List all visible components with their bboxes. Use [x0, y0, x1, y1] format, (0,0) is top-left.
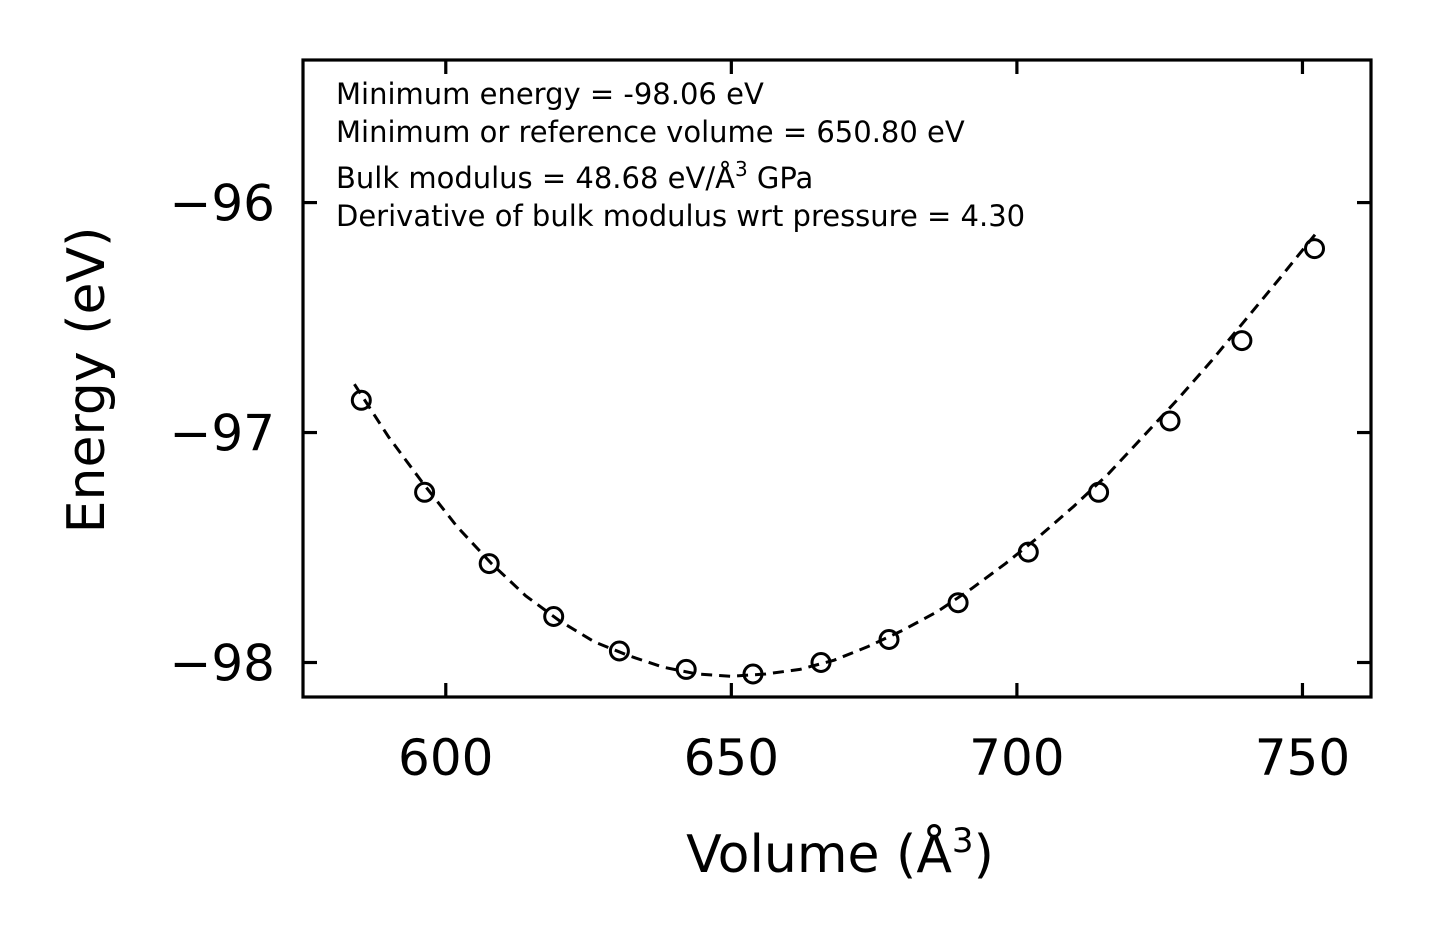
data-points-layer: [350, 238, 1325, 685]
annotation-reference-volume: Minimum or reference volume = 650.80 eV: [336, 115, 965, 149]
y-tick-label: −96: [169, 175, 275, 233]
data-point: [543, 606, 565, 627]
x-axis-label: Volume (Å3): [686, 821, 994, 885]
data-point: [947, 592, 969, 614]
y-tick-label: −97: [169, 405, 275, 463]
annotation-minimum-energy: Minimum energy = -98.06 eV: [336, 77, 764, 111]
fit-curve-line: [353, 231, 1318, 678]
annotation-bulk-modulus: Bulk modulus = 48.68 eV/Å3 GPa: [336, 157, 813, 195]
data-point: [1159, 410, 1181, 432]
annotation-bulk-modulus-derivative: Derivative of bulk modulus wrt pressure …: [336, 199, 1025, 233]
plot-frame: [301, 58, 1373, 699]
data-point: [1088, 481, 1110, 503]
data-point: [608, 640, 630, 662]
x-axis-label-close: ): [974, 825, 994, 885]
data-point: [675, 658, 697, 680]
x-ticks: 600 650 700 750: [398, 60, 1350, 787]
y-tick-label: −98: [169, 635, 275, 693]
data-point: [478, 553, 500, 575]
y-axis-label: Energy (eV): [57, 227, 117, 534]
data-point: [350, 389, 372, 411]
annotation-bulk-modulus-superscript: 3: [735, 157, 748, 181]
data-point: [742, 663, 764, 685]
data-point: [1017, 541, 1039, 563]
annotation-bulk-modulus-unit: GPa: [748, 161, 814, 195]
x-tick-label: 650: [684, 729, 779, 787]
x-tick-label: 700: [969, 729, 1064, 787]
x-tick-label: 750: [1255, 729, 1350, 787]
data-point: [1304, 238, 1325, 260]
annotation-bulk-modulus-text: Bulk modulus = 48.68 eV/Å: [336, 161, 735, 195]
data-point: [878, 629, 900, 650]
fit-curve-layer: [353, 231, 1318, 678]
x-axis-label-superscript: 3: [952, 821, 974, 861]
data-point: [810, 652, 832, 673]
data-point: [414, 481, 436, 503]
x-axis-label-text: Volume (Å: [686, 823, 952, 885]
y-ticks: −96 −97 −98: [169, 175, 1371, 693]
data-point: [1231, 330, 1253, 352]
annotation-box: Minimum energy = -98.06 eV Minimum or re…: [336, 77, 1025, 233]
x-tick-label: 600: [398, 729, 493, 787]
